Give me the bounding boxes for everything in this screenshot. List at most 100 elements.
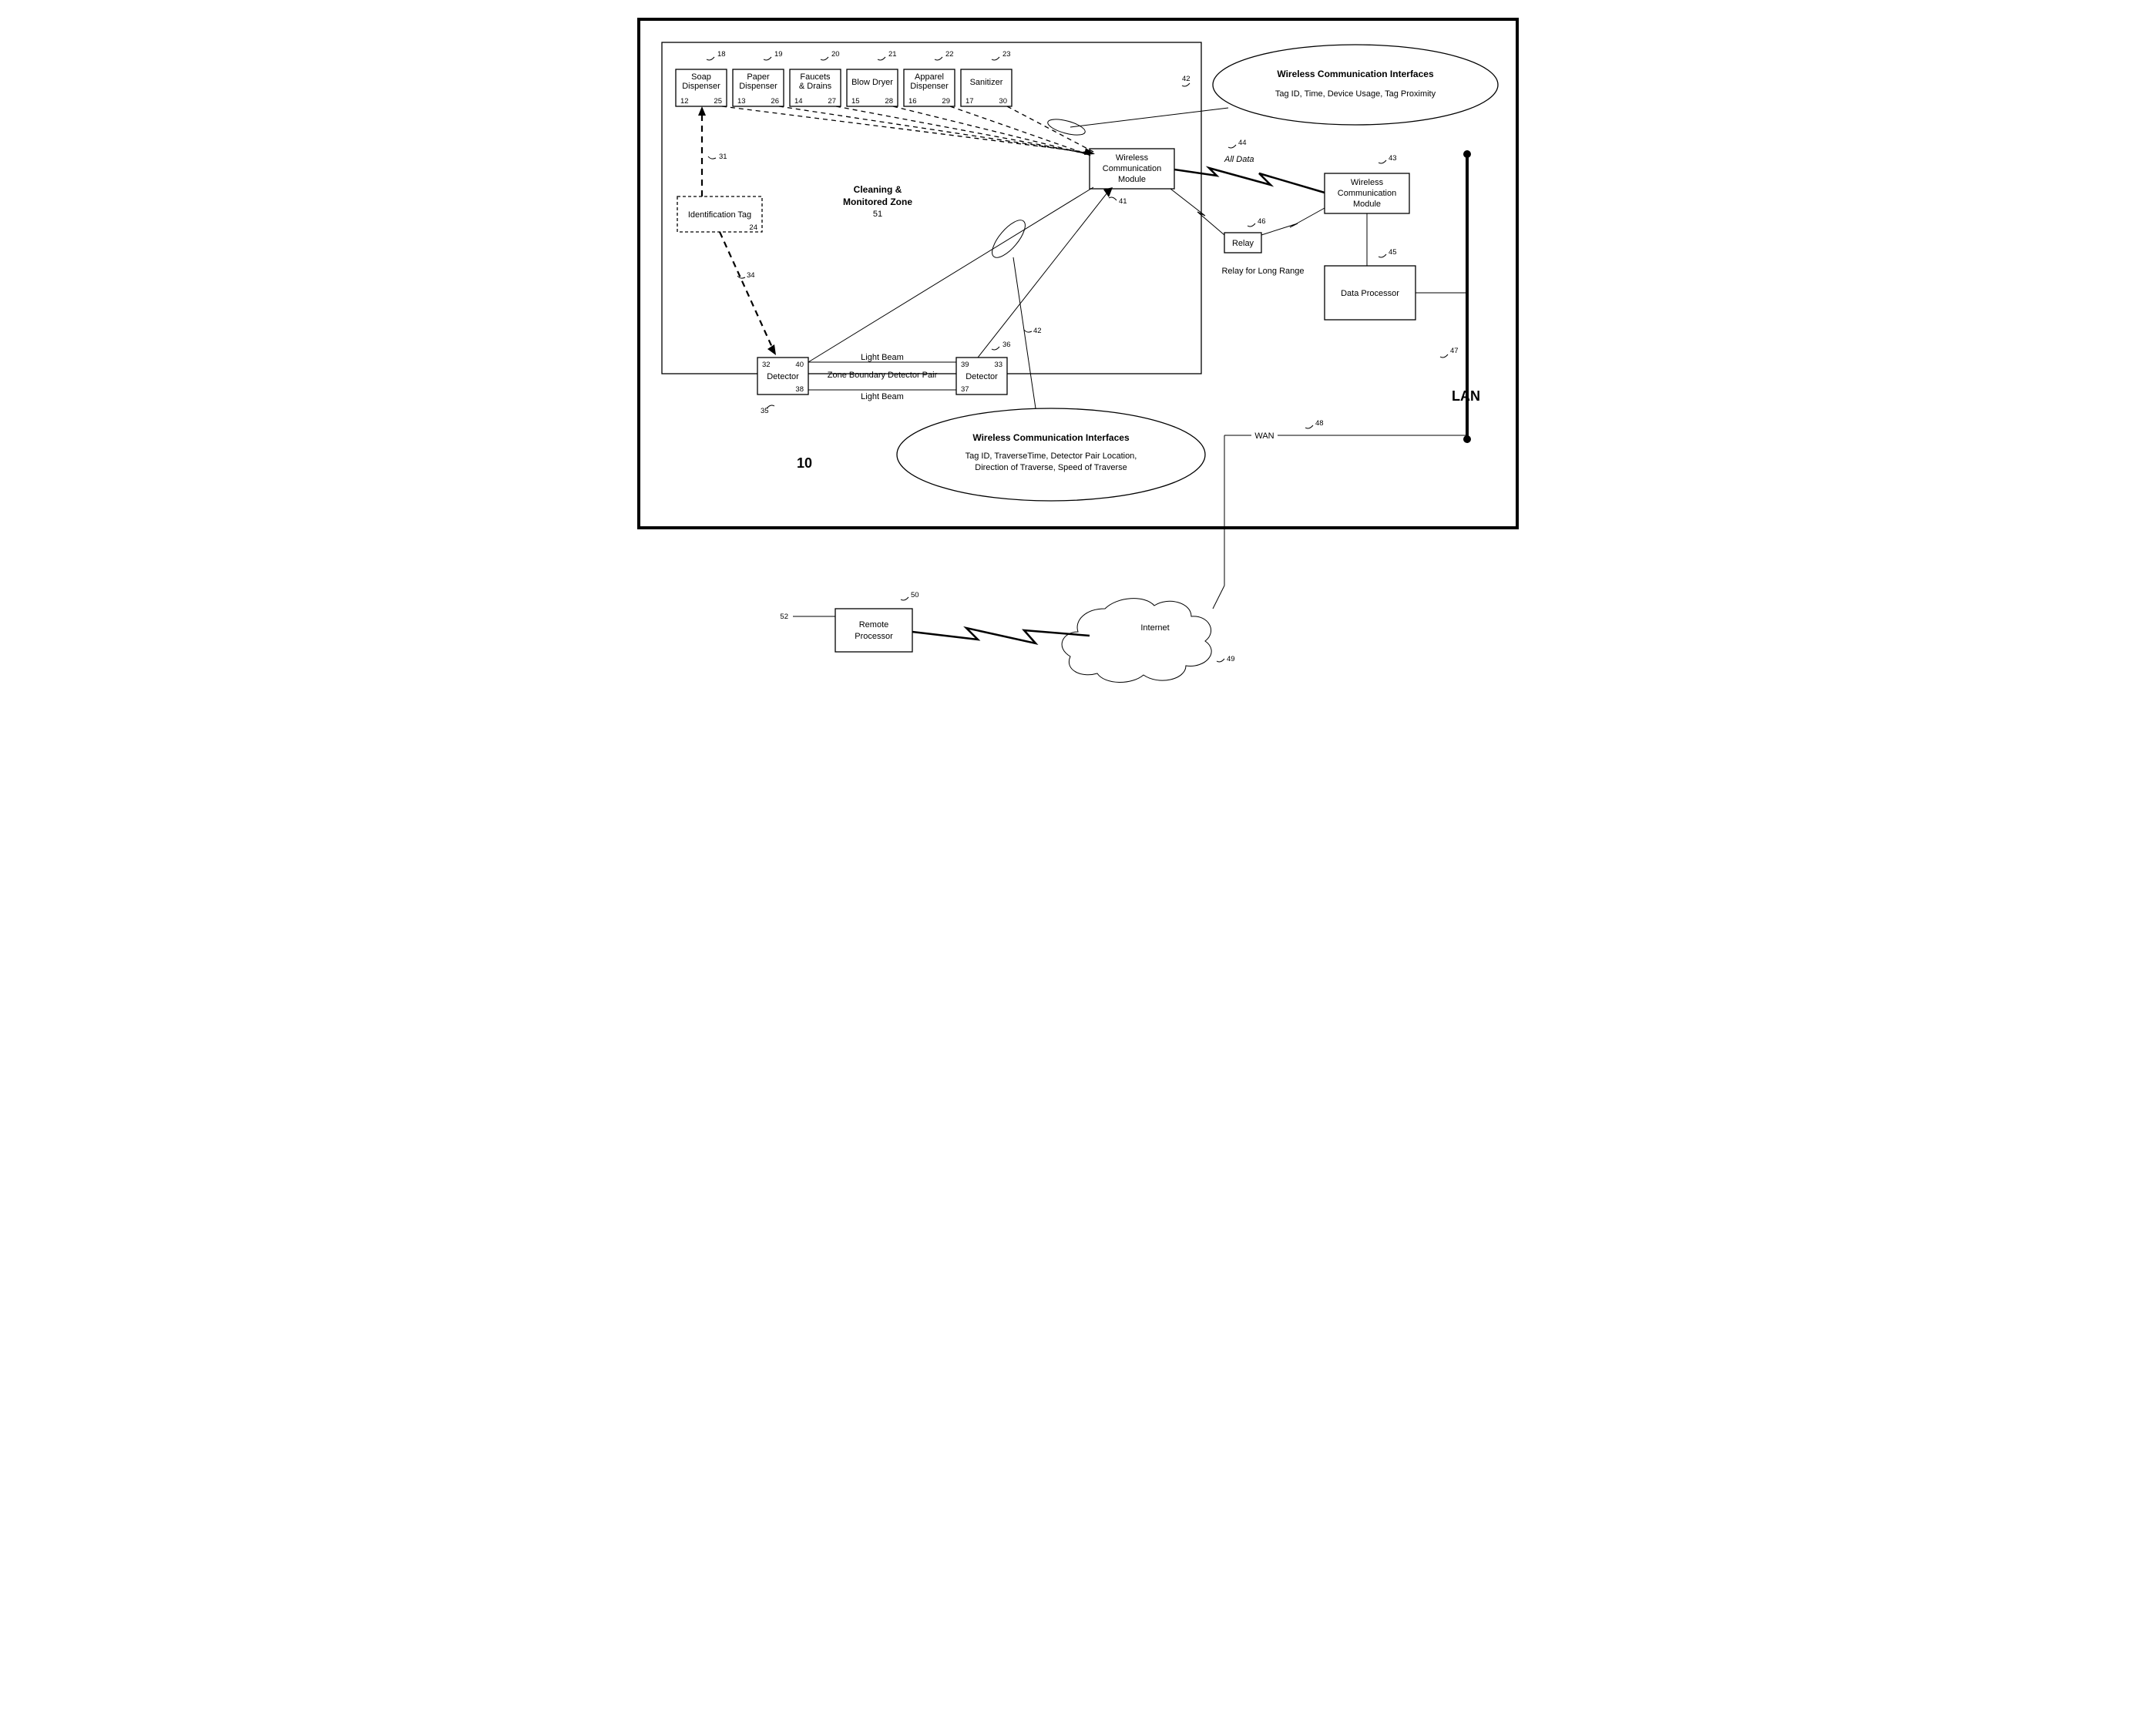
svg-text:Communication: Communication (1338, 189, 1396, 198)
svg-text:23: 23 (1002, 50, 1011, 59)
wcm-inner: Wireless Communication Module 41 (1090, 149, 1174, 206)
dispenser-apparel: Apparel Dispenser 16 29 22 (904, 50, 955, 106)
ref-49: 49 (1227, 655, 1235, 663)
svg-text:Wireless Communication Interfa: Wireless Communication Interfaces (972, 432, 1130, 443)
detector-right: 39 33 Detector 37 36 (956, 341, 1011, 394)
svg-text:Wireless Communication Interfa: Wireless Communication Interfaces (1277, 69, 1434, 79)
zigzag-remote-internet (912, 628, 1090, 643)
internet-cloud: Internet 49 (1062, 599, 1234, 683)
svg-text:Wireless: Wireless (1116, 153, 1149, 163)
relay-caption: Relay for Long Range (1221, 267, 1304, 276)
svg-text:33: 33 (994, 361, 1002, 369)
svg-text:Processor: Processor (855, 632, 893, 641)
dispenser-soap: Soap Dispenser 12 25 18 (676, 50, 727, 106)
svg-text:43: 43 (1389, 154, 1397, 163)
svg-text:22: 22 (945, 50, 954, 59)
svg-text:Dispenser: Dispenser (910, 82, 949, 91)
svg-text:20: 20 (831, 50, 840, 59)
ref: 18 (717, 50, 726, 59)
label2: Dispenser (682, 82, 720, 91)
svg-text:Relay: Relay (1232, 239, 1254, 248)
svg-text:41: 41 (1119, 197, 1127, 206)
svg-text:36: 36 (1002, 341, 1011, 349)
detector-left: 32 40 Detector 38 35 (757, 358, 808, 415)
dispenser-blow-dryer: Blow Dryer 15 28 21 (847, 50, 898, 106)
ref-42-bot: 42 (1033, 327, 1042, 335)
ellipse-bottom: Wireless Communication Interfaces Tag ID… (897, 408, 1205, 501)
dispenser-faucets: Faucets & Drains 14 27 20 (790, 50, 841, 106)
svg-text:& Drains: & Drains (799, 82, 832, 91)
svg-text:Internet: Internet (1140, 623, 1169, 633)
ref-48: 48 (1315, 419, 1324, 428)
svg-text:Remote: Remote (859, 620, 889, 630)
diagram-canvas: Cleaning & Monitored Zone 51 Soap Dispen… (616, 0, 1540, 740)
svg-text:Apparel: Apparel (915, 72, 944, 82)
svg-text:16: 16 (908, 97, 917, 106)
diagram-svg: Cleaning & Monitored Zone 51 Soap Dispen… (616, 0, 1540, 740)
ref-42-top: 42 (1182, 75, 1191, 83)
zone-title-ref: 51 (873, 210, 882, 219)
svg-text:21: 21 (888, 50, 897, 59)
svg-text:13: 13 (737, 97, 746, 106)
svg-text:26: 26 (771, 97, 779, 106)
zone-title-2: Monitored Zone (843, 196, 912, 207)
ellipse-top: Wireless Communication Interfaces Tag ID… (1213, 45, 1498, 125)
light-beam-top: Light Beam (861, 353, 904, 362)
svg-text:30: 30 (999, 97, 1007, 106)
ref-31: 31 (719, 153, 727, 161)
svg-text:17: 17 (965, 97, 974, 106)
ref-34: 34 (747, 271, 755, 280)
svg-text:29: 29 (942, 97, 950, 106)
svg-text:Tag ID, Time, Device Usage, Ta: Tag ID, Time, Device Usage, Tag Proximit… (1275, 89, 1436, 99)
figure-number: 10 (797, 455, 812, 471)
svg-text:Paper: Paper (747, 72, 770, 82)
remote-processor-box: Remote Processor 50 52 (780, 591, 918, 652)
identification-tag-box: Identification Tag 24 (677, 196, 762, 232)
svg-text:14: 14 (794, 97, 803, 106)
svg-text:15: 15 (851, 97, 860, 106)
svg-text:Detector: Detector (965, 372, 998, 381)
wcm-outer: Wireless Communication Module 43 (1325, 154, 1409, 213)
all-data-label: All Data (1224, 155, 1254, 164)
ref-44: 44 (1238, 139, 1247, 147)
svg-text:Sanitizer: Sanitizer (970, 78, 1003, 87)
arrow-tag-to-detector (720, 232, 774, 351)
svg-text:Dispenser: Dispenser (739, 82, 777, 91)
svg-text:45: 45 (1389, 248, 1397, 257)
id-tag-label: Identification Tag (688, 210, 751, 220)
svg-text:Wireless: Wireless (1351, 178, 1384, 187)
svg-text:38: 38 (795, 385, 804, 394)
svg-text:Module: Module (1118, 175, 1146, 184)
svg-text:Module: Module (1353, 200, 1381, 209)
data-processor-box: Data Processor 45 (1325, 248, 1416, 320)
svg-text:37: 37 (961, 385, 969, 394)
svg-text:32: 32 (762, 361, 771, 369)
svg-text:40: 40 (795, 361, 804, 369)
svg-text:Faucets: Faucets (800, 72, 831, 82)
svg-text:Data Processor: Data Processor (1341, 289, 1399, 298)
light-beam-bot: Light Beam (861, 392, 904, 401)
zone-boundary-pair: Zone Boundary Detector Pair (828, 371, 938, 380)
svg-text:Communication: Communication (1103, 164, 1161, 173)
id-tag-num: 24 (749, 223, 757, 232)
num-r: 25 (714, 97, 722, 106)
lan-label: LAN (1452, 388, 1480, 404)
ref-52: 52 (780, 613, 788, 621)
dispenser-sanitizer: Sanitizer 17 30 23 (961, 50, 1012, 106)
svg-text:46: 46 (1258, 217, 1266, 226)
svg-text:19: 19 (774, 50, 783, 59)
svg-text:35: 35 (761, 407, 769, 415)
svg-text:Tag ID, TraverseTime, Detector: Tag ID, TraverseTime, Detector Pair Loca… (965, 452, 1137, 461)
label: Soap (691, 72, 711, 82)
zone-title-1: Cleaning & (854, 184, 902, 195)
ref-47: 47 (1450, 347, 1459, 355)
svg-text:39: 39 (961, 361, 969, 369)
svg-text:Direction of Traverse, Speed o: Direction of Traverse, Speed of Traverse (975, 463, 1127, 472)
svg-text:Blow Dryer: Blow Dryer (851, 78, 893, 87)
svg-text:28: 28 (885, 97, 893, 106)
wan-label: WAN (1254, 431, 1274, 441)
num-l: 12 (680, 97, 689, 106)
zigzag-alldata (1174, 168, 1325, 193)
svg-text:27: 27 (828, 97, 836, 106)
dispenser-paper: Paper Dispenser 13 26 19 (733, 50, 784, 106)
